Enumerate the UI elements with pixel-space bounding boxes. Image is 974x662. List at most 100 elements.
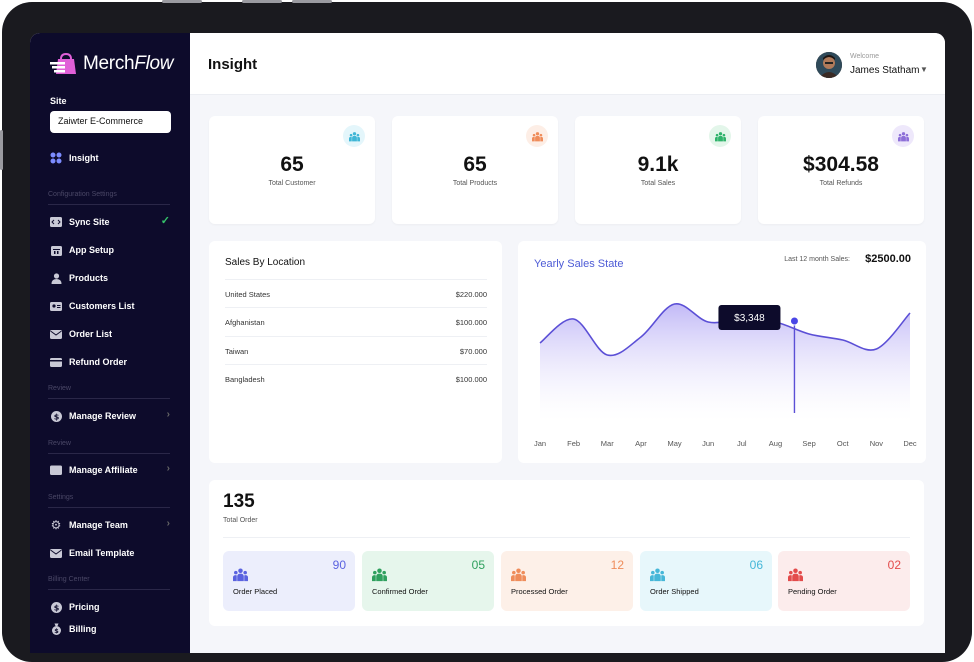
chevron-right-icon: ›	[166, 518, 170, 529]
sidebar-item-billing[interactable]: $ Billing	[50, 620, 170, 638]
sidebar-item-products[interactable]: Products	[50, 269, 170, 287]
gear-icon: ⚙	[50, 518, 62, 532]
folder-icon	[50, 464, 62, 476]
sidebar-item-refund-order[interactable]: Refund Order	[50, 353, 170, 371]
sidebar-item-manage-team[interactable]: ⚙ Manage Team ›	[50, 516, 170, 534]
highlight-point[interactable]	[789, 316, 799, 326]
stat-card-total-customer: 65 Total Customer	[209, 116, 375, 224]
country-name: Afghanistan	[225, 318, 265, 327]
sidebar-item-manage-review[interactable]: $ Manage Review ›	[50, 407, 170, 425]
app-screen: MerchFlow Site Zaiwter E-Commerce Insigh…	[30, 33, 945, 653]
avatar[interactable]	[816, 52, 842, 78]
page-title: Insight	[208, 56, 258, 73]
total-order-value: 135	[223, 491, 255, 512]
sales-area-chart[interactable]: Jan Feb Mar Apr May Jun Jul Aug Sep Oct Nov Dec $3,3…	[518, 241, 926, 463]
total-order-card: 135 Total Order 90 Order Placed 05 Confi…	[209, 480, 924, 626]
amount: $100.000	[455, 375, 487, 384]
section-label: Review	[48, 385, 71, 392]
order-count: 02	[887, 558, 901, 572]
stat-value: 9.1k	[637, 153, 679, 176]
amount: $70.000	[459, 347, 487, 356]
app-logo[interactable]: MerchFlow	[50, 53, 174, 75]
last-12-month-value: $2500.00	[865, 253, 911, 265]
last-12-month-label: Last 12 month Sales:	[784, 256, 850, 263]
total-order-label: Total Order	[223, 517, 258, 524]
sidebar: MerchFlow Site Zaiwter E-Commerce Insigh…	[30, 33, 190, 653]
top-header: Insight Welcome James Statham ▼	[190, 33, 945, 95]
sidebar-item-pricing[interactable]: $ Pricing	[50, 598, 170, 616]
order-status-confirmed[interactable]: 05 Confirmed Order	[362, 551, 494, 611]
users-icon	[372, 567, 387, 587]
svg-text:$: $	[54, 627, 59, 635]
order-status-shipped[interactable]: 06 Order Shipped	[640, 551, 772, 611]
sidebar-item-label: Billing	[69, 624, 97, 634]
tooltip-value: $3,348	[734, 313, 765, 324]
money-bag-icon: $	[50, 623, 62, 635]
sidebar-item-insight[interactable]: Insight	[50, 149, 170, 167]
check-icon: ✓	[160, 215, 170, 227]
users-icon	[343, 125, 365, 147]
device-button	[292, 0, 332, 3]
stat-value: 65	[463, 153, 487, 176]
x-tick-label: May	[667, 439, 681, 448]
section-label: Settings	[48, 494, 74, 501]
app-name: MerchFlow	[83, 53, 174, 74]
site-selector[interactable]: Zaiwter E-Commerce	[50, 111, 171, 133]
device-side-button	[0, 130, 3, 170]
users-icon	[788, 567, 803, 587]
sidebar-item-order-list[interactable]: Order List	[50, 325, 170, 343]
order-status-placed[interactable]: 90 Order Placed	[223, 551, 355, 611]
card-title: Sales By Location	[225, 257, 306, 268]
order-status-processed[interactable]: 12 Processed Order	[501, 551, 633, 611]
divider	[48, 204, 170, 205]
svg-text:$: $	[53, 603, 59, 612]
order-status-label: Processed Order	[511, 587, 568, 596]
table-row: Bangladesh $100.000	[225, 364, 487, 392]
chevron-down-icon[interactable]: ▼	[920, 65, 928, 74]
x-tick-label: Sep	[802, 439, 815, 448]
order-status-label: Pending Order	[788, 587, 837, 596]
user-icon	[50, 272, 62, 284]
sidebar-item-manage-affiliate[interactable]: Manage Affiliate ›	[50, 461, 170, 479]
order-status-label: Confirmed Order	[372, 587, 428, 596]
sidebar-item-app-setup[interactable]: App Setup	[50, 241, 170, 259]
divider	[48, 398, 170, 399]
credit-card-icon	[50, 356, 62, 368]
sidebar-item-customers-list[interactable]: Customers List	[50, 297, 170, 315]
site-label: Site	[50, 96, 67, 106]
sidebar-item-label: Order List	[69, 329, 113, 339]
sales-by-location-card: Sales By Location United States $220.000…	[209, 241, 502, 463]
order-status-pending[interactable]: 02 Pending Order	[778, 551, 910, 611]
stat-label: Total Refunds	[819, 180, 863, 187]
section-label: Billing Center	[48, 576, 90, 583]
users-icon	[892, 125, 914, 147]
users-icon	[233, 567, 248, 587]
sidebar-item-label: Manage Affiliate	[69, 465, 138, 475]
shopping-bag-logo-icon	[50, 53, 76, 74]
order-status-label: Order Placed	[233, 587, 278, 596]
country-name: Bangladesh	[225, 375, 265, 384]
sidebar-item-label: Products	[69, 273, 109, 283]
chart-title: Yearly Sales State	[534, 258, 624, 270]
users-icon	[709, 125, 731, 147]
sidebar-item-label: Refund Order	[69, 357, 128, 367]
sidebar-item-sync-site[interactable]: Sync Site ✓	[50, 213, 170, 231]
mail-icon	[50, 547, 62, 559]
mail-icon	[50, 328, 62, 340]
x-tick-label: Dec	[903, 439, 917, 448]
order-count: 12	[610, 558, 624, 572]
stat-label: Total Products	[452, 180, 498, 187]
users-icon	[650, 567, 665, 587]
table-row: Taiwan $70.000	[225, 336, 487, 364]
user-name[interactable]: James Statham	[850, 65, 920, 76]
welcome-text: Welcome	[850, 53, 880, 60]
order-count: 90	[332, 558, 346, 572]
chevron-right-icon: ›	[166, 409, 170, 420]
x-tick-label: Feb	[567, 439, 580, 448]
svg-text:$: $	[53, 412, 59, 421]
divider	[48, 589, 170, 590]
divider	[48, 453, 170, 454]
sidebar-item-email-template[interactable]: Email Template	[50, 544, 170, 562]
dollar-circle-icon: $	[50, 410, 62, 422]
stat-card-total-refunds: $304.58 Total Refunds	[758, 116, 924, 224]
